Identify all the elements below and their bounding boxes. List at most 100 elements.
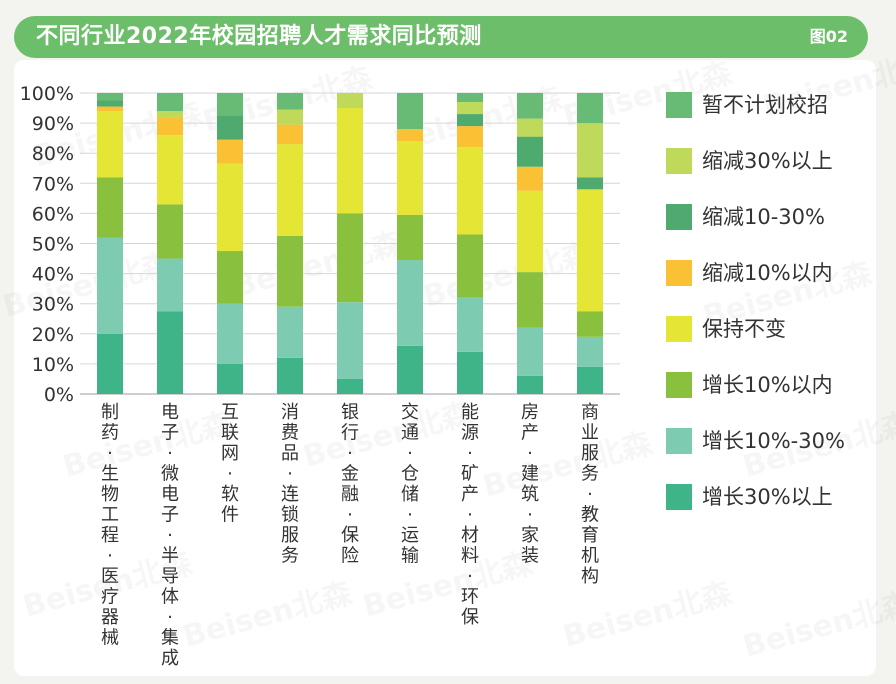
bar-segment — [277, 306, 303, 358]
legend-item: 暂不计划校招 — [662, 88, 892, 144]
bar-segment — [397, 345, 423, 394]
bar-segment — [337, 213, 363, 303]
chart-legend: 暂不计划校招 缩减30%以上 缩减10-30% 缩减10%以内 保持不变 增长10%以内增… — [662, 88, 892, 536]
y-tick-label: 40% — [32, 264, 74, 286]
bar-segment — [337, 108, 363, 214]
bar-segment — [157, 204, 183, 259]
legend-label: 保持不变 — [702, 317, 786, 341]
bar-segment — [517, 272, 543, 328]
bar-segment — [457, 351, 483, 394]
bar-segment — [97, 100, 123, 107]
bar-segment — [217, 163, 243, 252]
bar-segment — [517, 375, 543, 394]
bar-segment — [277, 235, 303, 307]
bar-segment — [217, 363, 243, 394]
legend-swatch — [666, 148, 692, 174]
legend-item: 保持不变 — [662, 312, 892, 368]
legend-item: 增长10%以内 — [662, 368, 892, 424]
bar-segment — [517, 190, 543, 273]
bar-segment — [97, 237, 123, 334]
legend-item: 增长30%以上 — [662, 480, 892, 536]
legend-label: 缩减30%以上 — [702, 149, 833, 173]
bar-segment — [577, 336, 603, 367]
bar-segment — [97, 333, 123, 394]
bar-segment — [277, 357, 303, 394]
bar-segment — [517, 327, 543, 376]
bar-segment — [397, 129, 423, 142]
bar-segment — [457, 234, 483, 298]
y-tick-label: 0% — [44, 384, 74, 406]
y-tick-label: 90% — [32, 113, 74, 135]
bar-segment — [337, 93, 363, 109]
y-tick-label: 30% — [32, 294, 74, 316]
y-tick-label: 50% — [32, 234, 74, 256]
y-tick-label: 60% — [32, 203, 74, 225]
bar-segment — [337, 378, 363, 394]
bar-segment — [457, 114, 483, 127]
legend-item: 缩减10%以内 — [662, 256, 892, 312]
bar-segment — [577, 311, 603, 337]
x-tick-label: 消费品·连锁服务 — [281, 402, 299, 567]
bar-segment — [157, 111, 183, 118]
bar-segment — [217, 139, 243, 164]
legend-item: 缩减10-30% — [662, 200, 892, 256]
bar-segment — [217, 251, 243, 304]
bar-segment — [457, 102, 483, 115]
x-tick-label: 能源·矿产·材料·环保 — [461, 402, 479, 628]
bar-segment — [277, 93, 303, 110]
bar-segment — [457, 126, 483, 148]
legend-label: 暂不计划校招 — [702, 93, 828, 117]
legend-swatch — [666, 428, 692, 454]
bar-segment — [517, 166, 543, 191]
bar-segment — [157, 258, 183, 312]
bar-segment — [97, 111, 123, 178]
bar-segment — [157, 135, 183, 205]
legend-label: 缩减10%以内 — [702, 261, 833, 285]
bar-segment — [217, 303, 243, 364]
legend-swatch — [666, 204, 692, 230]
x-tick-label: 商业服务·教育机构 — [581, 402, 599, 587]
bar-segment — [457, 147, 483, 235]
y-tick-label: 10% — [32, 354, 74, 376]
legend-swatch — [666, 484, 692, 510]
bar-segment — [577, 366, 603, 394]
bar-segment — [397, 93, 423, 130]
bar-segment — [337, 302, 363, 379]
y-tick-label: 70% — [32, 173, 74, 195]
x-tick-label: 电子·微电子·半导体·集成 — [161, 402, 179, 669]
y-tick-label: 80% — [32, 143, 74, 165]
bar-segment — [157, 311, 183, 394]
legend-swatch — [666, 316, 692, 342]
bar-segment — [577, 177, 603, 190]
bar-segment — [277, 144, 303, 236]
bar-segment — [97, 93, 123, 101]
legend-label: 增长10%以内 — [702, 373, 833, 397]
x-tick-label: 互联网·软件 — [221, 402, 239, 526]
bar-segment — [517, 118, 543, 137]
legend-swatch — [666, 260, 692, 286]
bar-segment — [157, 93, 183, 112]
bar-segment — [457, 297, 483, 352]
y-tick-label: 20% — [32, 324, 74, 346]
x-tick-label: 银行·金融·保险 — [341, 402, 359, 567]
bar-segment — [577, 123, 603, 178]
legend-item: 增长10%-30% — [662, 424, 892, 480]
chart-header-bar: 不同行业2022年校园招聘人才需求同比预测 图02 — [14, 16, 868, 58]
bar-segment — [97, 177, 123, 238]
bar-segment — [397, 141, 423, 215]
bar-segment — [97, 106, 123, 112]
chart-title: 不同行业2022年校园招聘人才需求同比预测 — [36, 24, 482, 49]
bar-segment — [577, 93, 603, 124]
bar-segment — [517, 136, 543, 167]
y-tick-label: 100% — [20, 83, 74, 105]
legend-label: 增长30%以上 — [702, 485, 833, 509]
x-tick-label: 房产·建筑·家装 — [521, 402, 539, 567]
x-tick-label: 交通·仓储·运输 — [401, 402, 419, 567]
bar-segment — [577, 189, 603, 312]
x-tick-label: 制药·生物工程·医疗器械 — [101, 402, 119, 649]
bar-segment — [457, 93, 483, 103]
bar-segment — [397, 214, 423, 261]
bar-segment — [217, 93, 243, 116]
bar-segment — [217, 115, 243, 140]
